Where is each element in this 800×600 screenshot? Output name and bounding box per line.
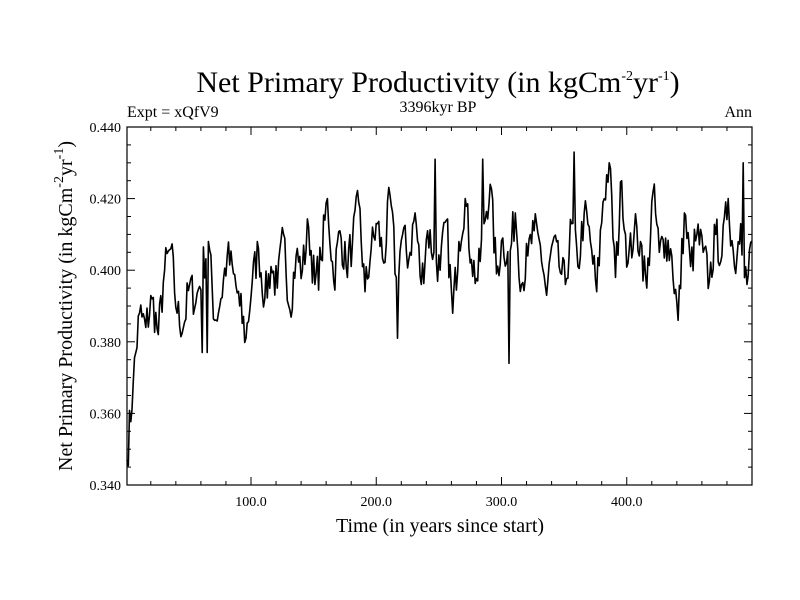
x-tick-label: 300.0 (486, 495, 518, 510)
subtitle-season: Ann (724, 104, 752, 121)
y-tick-label: 0.420 (90, 193, 122, 208)
x-axis-ticks: 100.0 200.0 300.0 400.0 (150, 127, 728, 510)
subtitle-experiment: Expt = xQfV9 (127, 104, 219, 121)
y-tick-label: 0.340 (90, 479, 122, 494)
series-line-npp (126, 151, 753, 467)
x-tick-label: 100.0 (235, 495, 267, 510)
subtitle-date: 3396kyr BP (400, 99, 477, 116)
y-axis-label: Net Primary Productivity (in kgCm-2yr-1) (52, 141, 77, 471)
x-tick-label: 400.0 (611, 495, 643, 510)
y-axis-ticks: 0.340 0.360 0.380 0.400 0.420 0.440 (90, 121, 752, 494)
y-tick-label: 0.360 (90, 407, 122, 422)
y-tick-label: 0.440 (90, 121, 122, 136)
x-tick-label: 200.0 (360, 495, 392, 510)
chart-title: Net Primary Productivity (in kgCm-2yr-1) (196, 66, 679, 99)
x-axis-label: Time (in years since start) (336, 515, 544, 537)
y-tick-label: 0.400 (90, 264, 122, 279)
plot-frame (126, 126, 753, 486)
y-tick-label: 0.380 (90, 336, 122, 351)
